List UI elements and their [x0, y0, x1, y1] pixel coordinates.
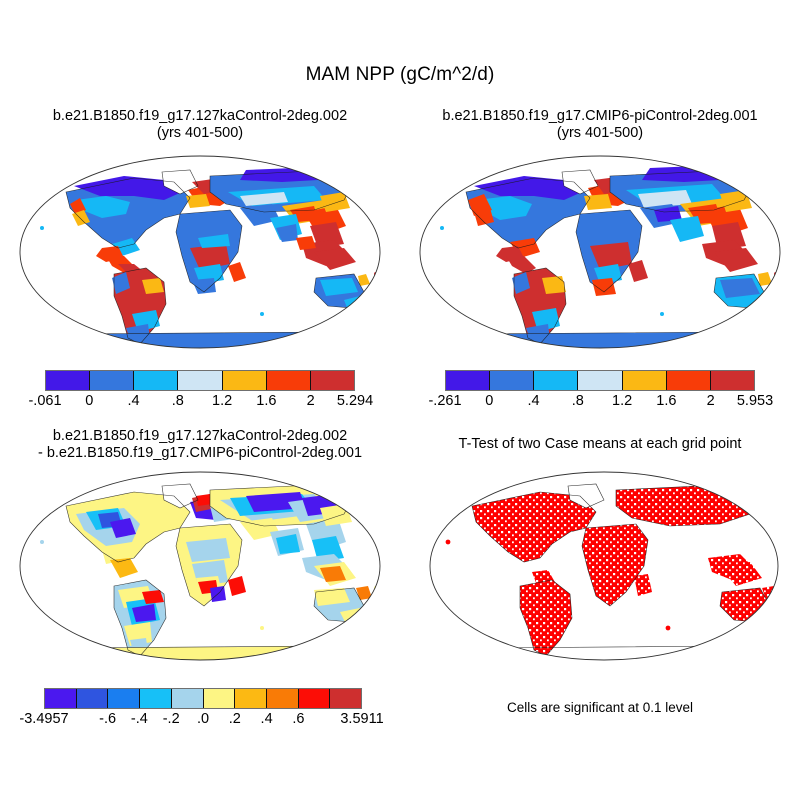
- panel-title-top-left: b.e21.B1850.f19_g17.127kaControl-2deg.00…: [0, 108, 400, 142]
- panel-title-bottom-left: b.e21.B1850.f19_g17.127kaControl-2deg.00…: [0, 428, 400, 462]
- panel-title-bottom-right: T-Test of two Case means at each grid po…: [400, 436, 800, 453]
- map-bottom-left-fields: [40, 484, 380, 660]
- panel-title-bottom-left-line1: b.e21.B1850.f19_g17.127kaControl-2deg.00…: [52, 428, 348, 444]
- panel-title-top-right-line1: b.e21.B1850.f19_g17.CMIP6-piControl-2deg…: [442, 108, 758, 124]
- colorbar-top-left-strip: [45, 370, 355, 391]
- panel-title-top-left-line1: b.e21.B1850.f19_g17.127kaControl-2deg.00…: [52, 108, 348, 124]
- map-top-right[interactable]: [414, 152, 786, 357]
- colorbar-bottom-left-strip: [44, 688, 362, 709]
- map-bottom-right-significance: [445, 484, 778, 656]
- colorbar-top-left-labels: -.061 0 .4 .8 1.2 1.6 2 5.294: [28, 393, 374, 409]
- map-bottom-right-svg: [429, 471, 779, 661]
- main-title: MAM NPP (gC/m^2/d): [305, 64, 495, 85]
- panel-title-bottom-left-line2: - b.e21.B1850.f19_g17.CMIP6-piControl-2d…: [37, 445, 363, 461]
- map-top-left-svg: [19, 155, 381, 349]
- map-top-right-fields: [440, 164, 780, 348]
- map-bottom-left-frame: [19, 471, 381, 661]
- map-bottom-right-frame: [429, 471, 779, 661]
- map-bottom-right[interactable]: [424, 468, 784, 668]
- map-top-left-frame: [19, 155, 381, 349]
- map-top-right-svg: [419, 155, 781, 349]
- panel-title-bottom-right-line1: T-Test of two Case means at each grid po…: [458, 436, 742, 452]
- colorbar-top-right[interactable]: -.261 0 .4 .8 1.2 1.6 2 5.953: [428, 370, 774, 413]
- colorbar-top-right-labels: -.261 0 .4 .8 1.2 1.6 2 5.953: [428, 393, 774, 409]
- map-top-left[interactable]: [14, 152, 386, 357]
- map-bottom-left-svg: [19, 471, 381, 661]
- colorbar-bottom-left[interactable]: -3.4957 -.6 -.4 -.2 .0 .2 .4 .6 3.5911: [19, 688, 384, 731]
- significance-note: Cells are significant at 0.1 level: [506, 700, 694, 715]
- map-bottom-left[interactable]: [14, 468, 386, 668]
- colorbar-bottom-left-labels: -3.4957 -.6 -.4 -.2 .0 .2 .4 .6 3.5911: [19, 711, 384, 727]
- colorbar-top-left[interactable]: -.061 0 .4 .8 1.2 1.6 2 5.294: [28, 370, 374, 413]
- map-top-left-fields: [40, 166, 380, 348]
- panel-title-top-left-line2: (yrs 401-500): [156, 125, 244, 141]
- panel-title-top-right: b.e21.B1850.f19_g17.CMIP6-piControl-2deg…: [400, 108, 800, 142]
- colorbar-top-right-strip: [445, 370, 755, 391]
- map-top-right-frame: [419, 155, 781, 349]
- panel-title-top-right-line2: (yrs 401-500): [556, 125, 644, 141]
